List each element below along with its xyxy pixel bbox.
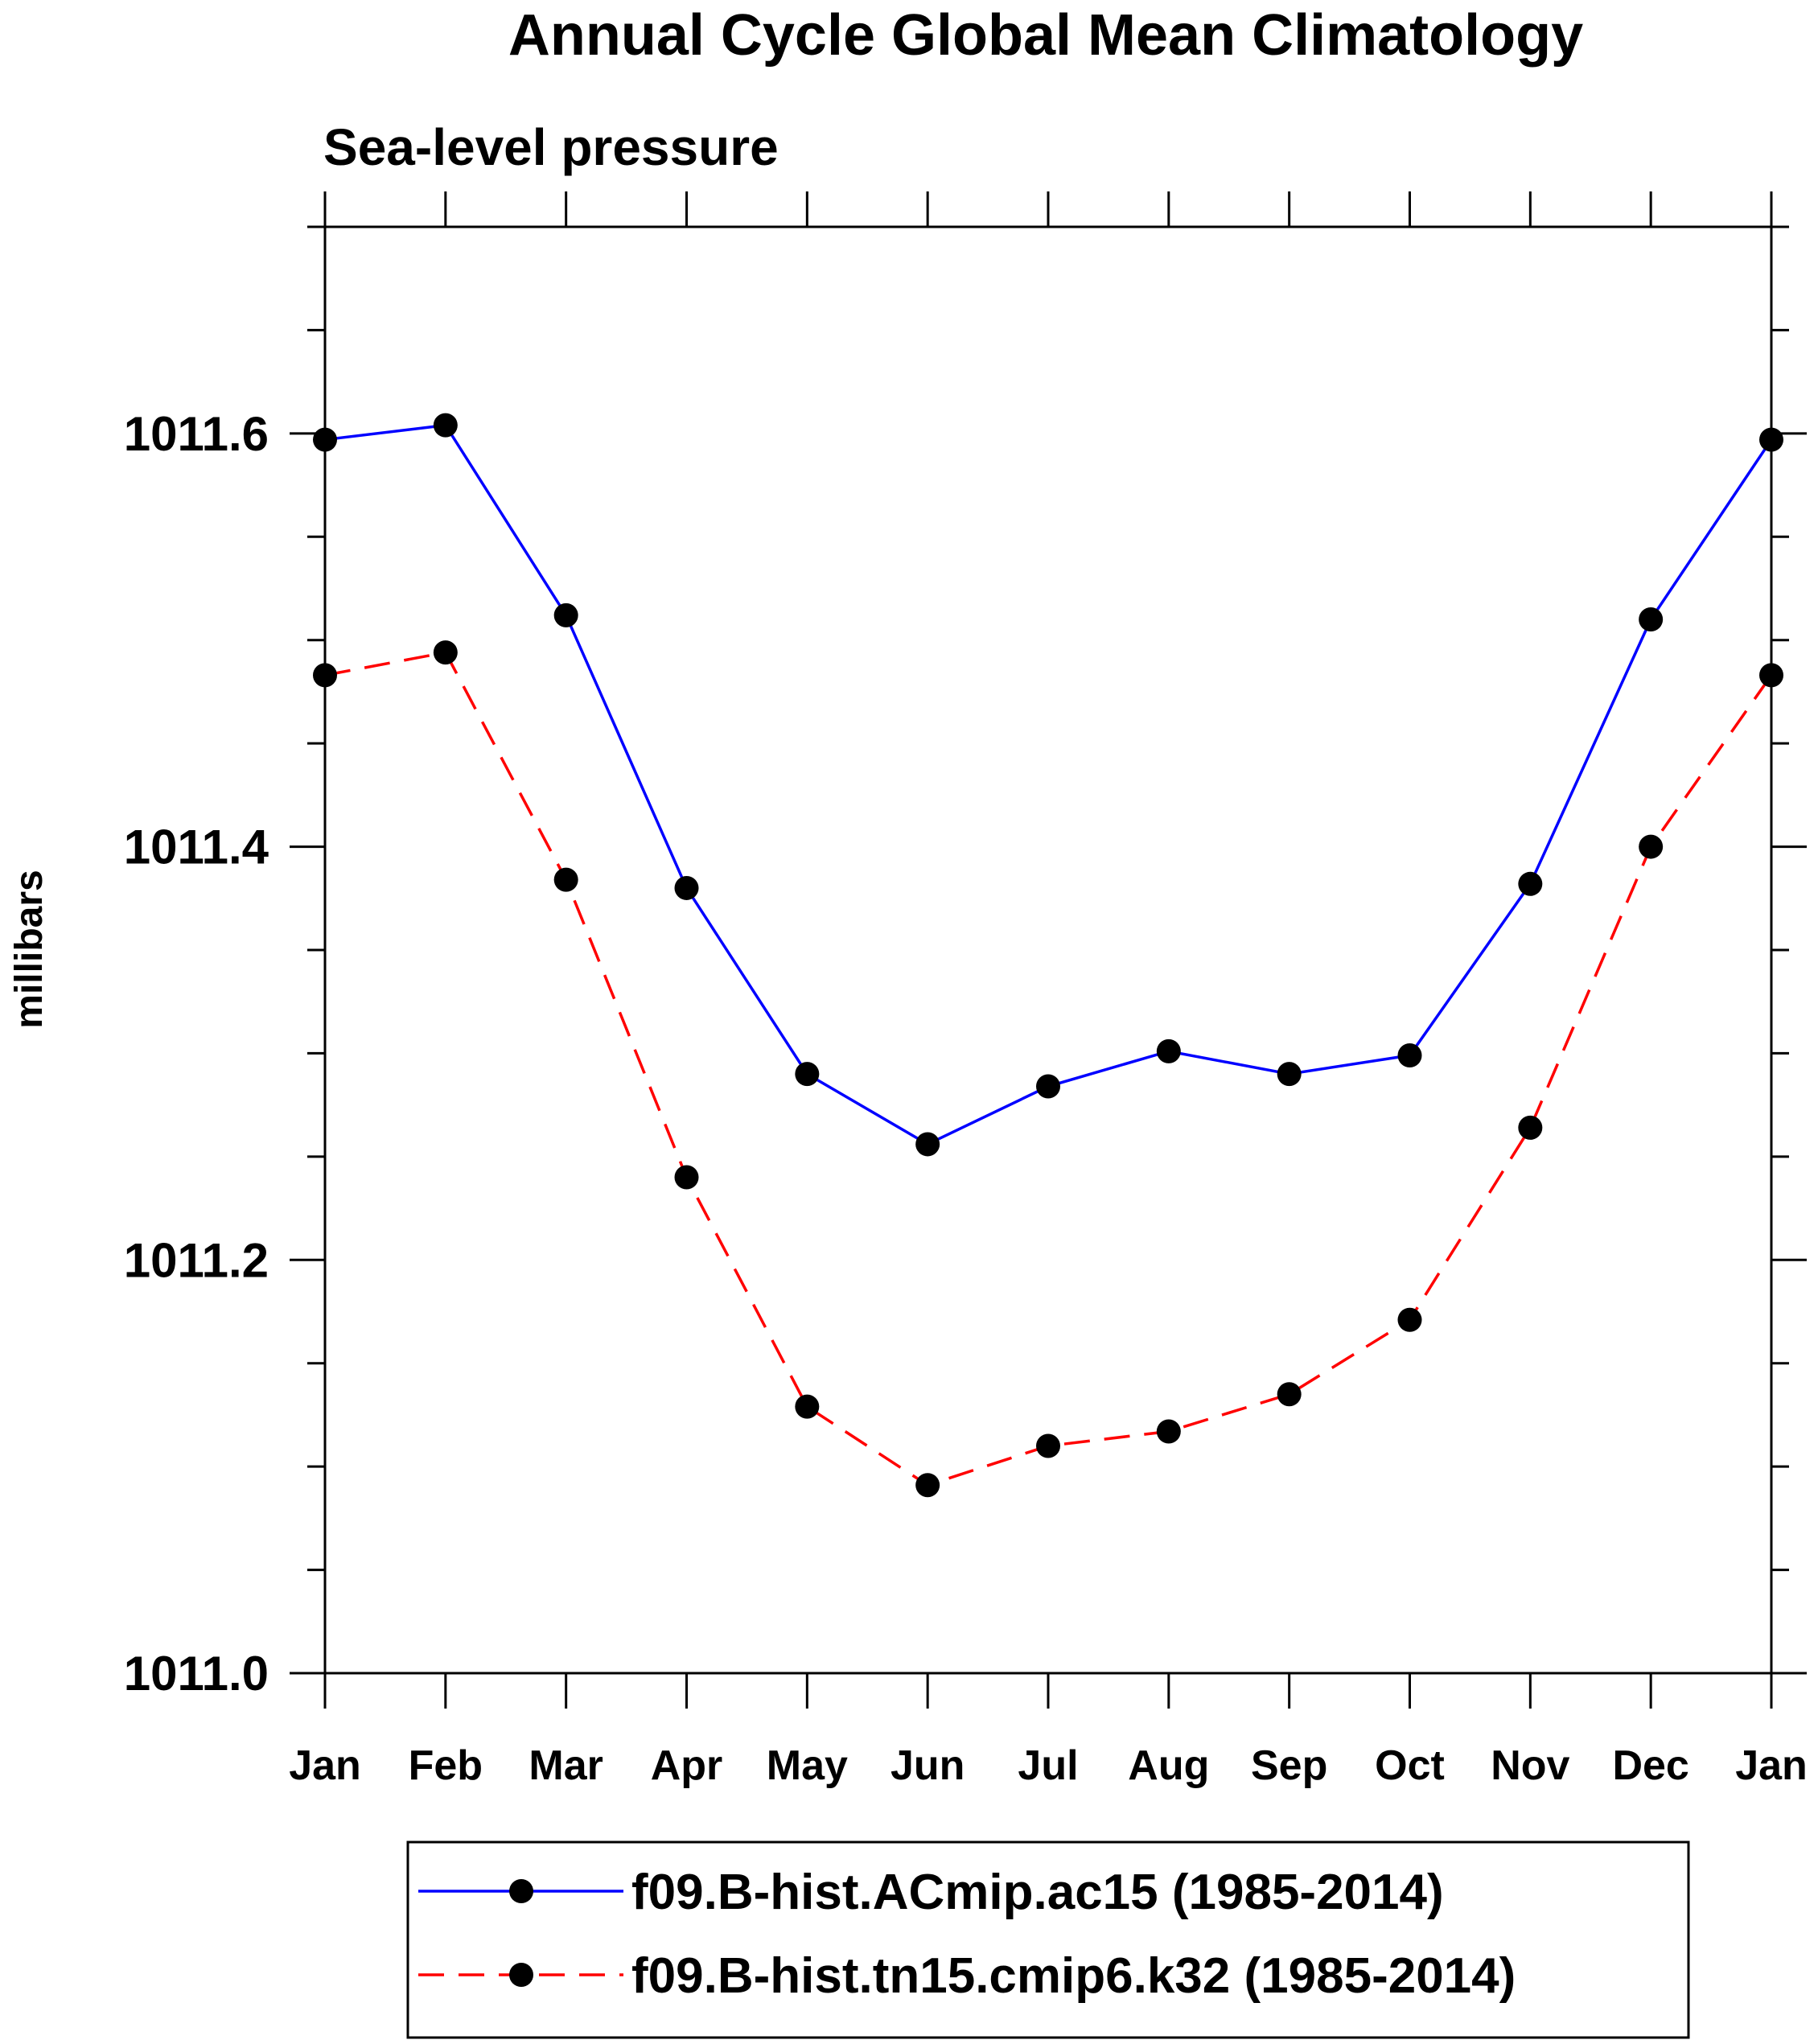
legend-box <box>406 1840 1690 2039</box>
data-point <box>1277 1062 1302 1087</box>
data-point <box>674 1165 699 1190</box>
x-tick-label: Sep <box>1251 1742 1327 1789</box>
data-point <box>1156 1419 1181 1444</box>
data-point <box>1759 663 1783 688</box>
legend: f09.B-hist.ACmip.ac15 (1985-2014) f09.B-h… <box>406 1840 1690 2039</box>
series-layer <box>313 413 1783 1498</box>
data-point <box>1036 1074 1060 1099</box>
x-tick-label: Aug <box>1128 1742 1209 1789</box>
data-point <box>915 1132 940 1157</box>
x-tick-label: Mar <box>529 1742 603 1789</box>
x-tick-label: Apr <box>651 1742 723 1789</box>
data-point <box>433 413 458 438</box>
x-tick-label: Dec <box>1612 1742 1688 1789</box>
data-point <box>1277 1382 1302 1407</box>
series-2 <box>313 640 1783 1498</box>
x-tick-label: Oct <box>1375 1742 1445 1789</box>
y-tick-label: 1011.0 <box>124 1647 269 1701</box>
y-tick-label: 1011.4 <box>124 820 269 874</box>
data-point <box>1156 1038 1181 1063</box>
axes: Jan Feb Mar Apr May Jun Jul Aug Sep Oct Nov Dec Jan 1… <box>124 191 1808 1789</box>
data-point <box>795 1062 820 1087</box>
x-tick-label: Jan <box>1735 1742 1808 1789</box>
x-tick-label: Nov <box>1491 1742 1569 1789</box>
chart-subtitle: Sea-level pressure <box>323 118 779 176</box>
y-axis-label: millibars <box>8 870 51 1028</box>
data-point <box>1518 871 1543 896</box>
data-point <box>553 603 578 627</box>
data-point <box>1518 1115 1543 1140</box>
data-point <box>313 663 337 688</box>
x-tick-label: Jul <box>1018 1742 1078 1789</box>
x-tick-label: Jun <box>890 1742 965 1789</box>
y-tick-label: 1011.2 <box>124 1233 269 1287</box>
series-1 <box>313 413 1783 1157</box>
data-point <box>1759 427 1783 452</box>
legend-label-1: f09.B-hist.ACmip.ac15 (1985-2014) <box>631 1865 1444 1920</box>
data-point <box>553 867 578 892</box>
data-point <box>674 875 699 900</box>
data-point <box>915 1473 940 1498</box>
chart-title: Annual Cycle Global Mean Climatology <box>508 3 1583 68</box>
data-point <box>433 640 458 665</box>
data-point <box>795 1394 820 1419</box>
legend-label-2: f09.B-hist.tn15.cmip6.k32 (1985-2014) <box>631 1948 1516 2004</box>
x-tick-label: May <box>767 1742 848 1789</box>
data-point <box>1397 1307 1422 1332</box>
data-point <box>313 427 337 452</box>
data-point <box>1639 834 1664 859</box>
x-tick-label: Jan <box>289 1742 361 1789</box>
legend-marker-2 <box>509 1963 533 1987</box>
legend-marker-1 <box>509 1879 533 1903</box>
data-point <box>1036 1433 1060 1458</box>
data-point <box>1639 607 1664 632</box>
data-point <box>1397 1043 1422 1067</box>
x-tick-label: Feb <box>409 1742 483 1789</box>
y-tick-label: 1011.6 <box>124 407 269 461</box>
series-line <box>324 651 1773 1487</box>
series-line <box>324 423 1773 1146</box>
